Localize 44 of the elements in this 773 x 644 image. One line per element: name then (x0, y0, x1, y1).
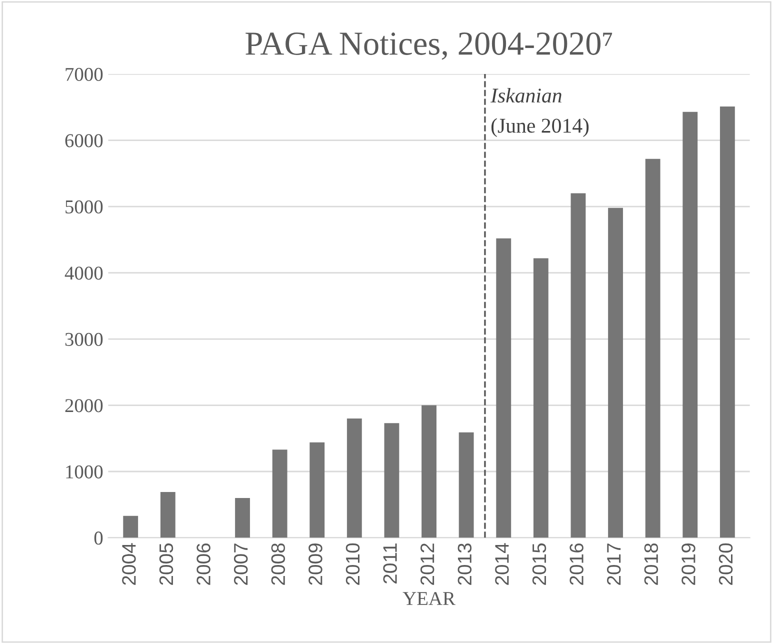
x-tick-label: 2005 (159, 543, 174, 585)
y-tick-label: 7000 (66, 68, 103, 81)
x-tick-label: 2019 (682, 544, 696, 585)
x-tick-label: 2018 (644, 543, 658, 585)
bar (310, 442, 325, 538)
x-tick-label: 2014 (495, 543, 509, 585)
bar (160, 492, 176, 538)
bar (458, 432, 474, 538)
ref-line-label: Iskanian (June 2014) (490, 88, 589, 138)
y-tick-label: 2000 (65, 399, 103, 412)
x-tick-label: 2013 (458, 543, 472, 585)
x-tick-label: 2016 (570, 543, 584, 585)
y-tick-label: 4000 (64, 266, 103, 280)
x-axis-title: YEAR (402, 592, 456, 605)
x-tick-label: 2017 (606, 544, 621, 585)
bar (720, 106, 735, 538)
bar (608, 208, 623, 538)
y-tick-label: 0 (94, 532, 103, 545)
x-tick-label: 2004 (122, 543, 136, 585)
bar (422, 405, 436, 538)
y-tick-label: 3000 (65, 332, 103, 346)
bar (533, 258, 548, 538)
y-tick-label: 5000 (66, 200, 103, 214)
y-tick-label: 6000 (65, 134, 103, 148)
x-tick-label: 2011 (383, 544, 397, 584)
bar (346, 418, 362, 538)
bar (645, 158, 660, 538)
bar (570, 193, 586, 538)
x-tick-label: 2007 (234, 544, 248, 585)
x-tick-label: 2006 (196, 543, 210, 585)
chart-title: PAGA Notices, 2004-2020⁷ (246, 32, 612, 60)
bar (682, 112, 698, 538)
x-tick-label: 2012 (420, 544, 434, 585)
y-tick-label: 1000 (66, 465, 103, 478)
bar (384, 423, 400, 538)
bar (235, 498, 250, 538)
x-tick-label: 2020 (718, 543, 733, 585)
bar (272, 450, 288, 538)
x-tick-label: 2010 (346, 543, 360, 585)
x-tick-label: 2015 (532, 543, 546, 585)
x-tick-label: 2008 (271, 543, 286, 585)
bar (123, 516, 138, 538)
bar (496, 238, 512, 538)
x-tick-label: 2009 (308, 544, 322, 585)
